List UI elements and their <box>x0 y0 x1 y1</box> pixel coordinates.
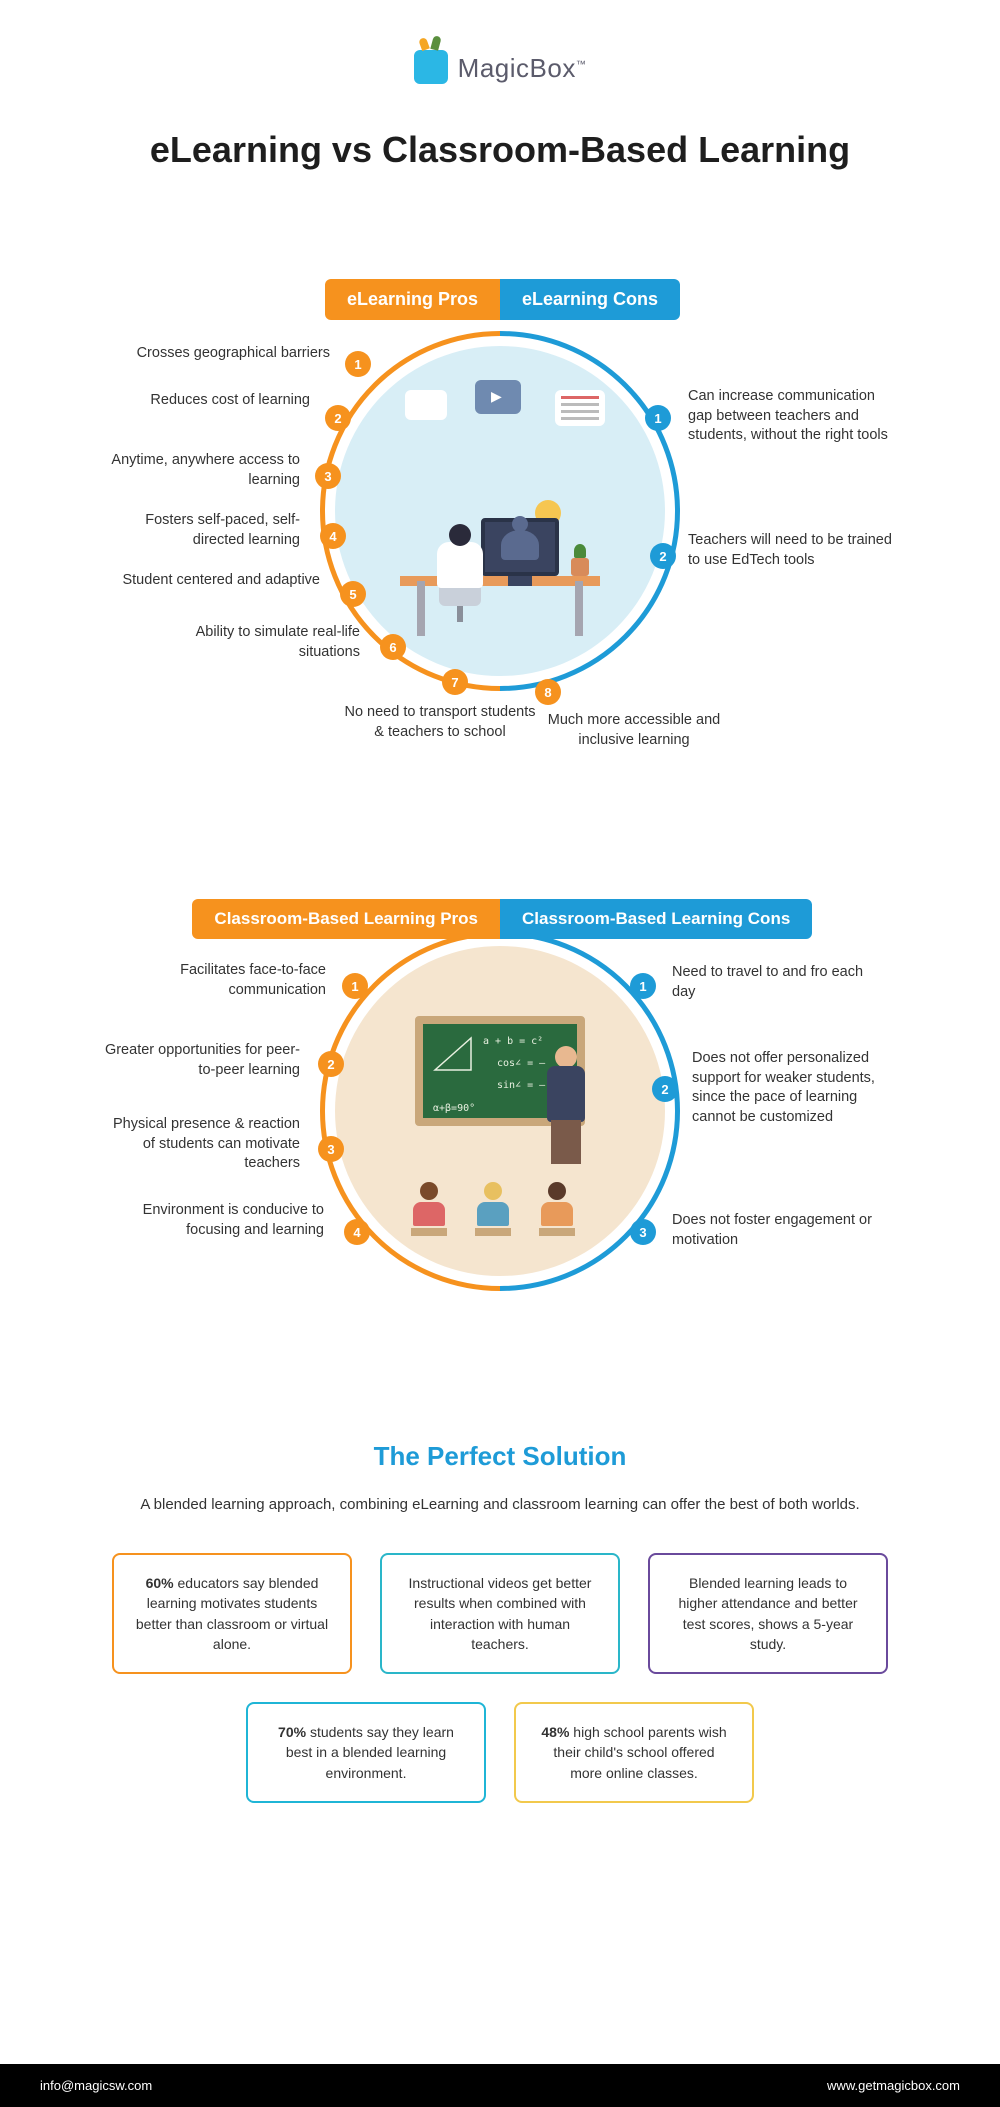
logo-text: MagicBox™ <box>458 53 587 84</box>
logo: MagicBox™ <box>90 50 910 89</box>
pro-item: Ability to simulate real-life situations <box>160 623 360 662</box>
solution-card: Blended learning leads to higher attenda… <box>648 1553 888 1674</box>
con-item: Teachers will need to be trained to use … <box>688 531 898 570</box>
con-dot: 1 <box>630 973 656 999</box>
solution-heading: The Perfect Solution <box>94 1441 906 1472</box>
pro-item: Greater opportunities for peer-to-peer l… <box>100 1041 300 1080</box>
footer: info@magicsw.com www.getmagicbox.com <box>0 2064 1000 2107</box>
elearning-cons-tab: eLearning Cons <box>500 279 680 320</box>
pro-dot: 3 <box>315 463 341 489</box>
footer-url: www.getmagicbox.com <box>827 2078 960 2093</box>
solution-subtext: A blended learning approach, combining e… <box>94 1496 906 1513</box>
con-item: Does not offer personalized support for … <box>692 1049 902 1127</box>
classroom-diagram: Classroom-Based Learning Pros Classroom-… <box>90 861 910 1361</box>
pro-dot: 2 <box>318 1051 344 1077</box>
pro-item: Anytime, anywhere access to learning <box>100 451 300 490</box>
pro-item: Fosters self-paced, self-directed learni… <box>100 511 300 550</box>
pro-item: Environment is conducive to focusing and… <box>124 1201 324 1240</box>
pro-item: Crosses geographical barriers <box>130 344 330 364</box>
page-title: eLearning vs Classroom-Based Learning <box>90 129 910 171</box>
solution-card: 70% students say they learn best in a bl… <box>246 1702 486 1803</box>
pro-dot: 1 <box>342 973 368 999</box>
pro-item: Student centered and adaptive <box>120 571 320 591</box>
solution-section: The Perfect Solution A blended learning … <box>90 1441 910 1803</box>
pro-dot: 3 <box>318 1136 344 1162</box>
logo-icon <box>414 50 448 84</box>
pro-dot: 4 <box>320 523 346 549</box>
pro-dot: 5 <box>340 581 366 607</box>
classroom-illustration: a + b = c² cos∠ = — sin∠ = — α+β=90° <box>335 946 665 1276</box>
pro-item: Facilitates face-to-face communication <box>126 961 326 1000</box>
solution-card: 48% high school parents wish their child… <box>514 1702 754 1803</box>
pro-dot: 6 <box>380 634 406 660</box>
elearning-pros-tab: eLearning Pros <box>325 279 500 320</box>
pro-item: Reduces cost of learning <box>110 391 310 411</box>
solution-card: 60% educators say blended learning motiv… <box>112 1553 352 1674</box>
con-dot: 1 <box>645 405 671 431</box>
con-dot: 2 <box>650 543 676 569</box>
con-dot: 3 <box>630 1219 656 1245</box>
solution-card: Instructional videos get better results … <box>380 1553 620 1674</box>
pro-dot: 2 <box>325 405 351 431</box>
pro-dot: 7 <box>442 669 468 695</box>
con-item: Can increase communication gap between t… <box>688 387 898 446</box>
con-item: Need to travel to and fro each day <box>672 963 882 1002</box>
elearning-illustration <box>335 346 665 676</box>
pro-dot: 8 <box>535 679 561 705</box>
con-dot: 2 <box>652 1076 678 1102</box>
pro-item: Physical presence & reaction of students… <box>100 1115 300 1174</box>
footer-email: info@magicsw.com <box>40 2078 152 2093</box>
pro-dot: 4 <box>344 1219 370 1245</box>
pro-item: No need to transport students & teachers… <box>340 703 540 742</box>
pro-dot: 1 <box>345 351 371 377</box>
pro-item: Much more accessible and inclusive learn… <box>534 711 734 750</box>
elearning-diagram: eLearning Pros eLearning Cons <box>90 241 910 781</box>
con-item: Does not foster engagement or motivation <box>672 1211 882 1250</box>
